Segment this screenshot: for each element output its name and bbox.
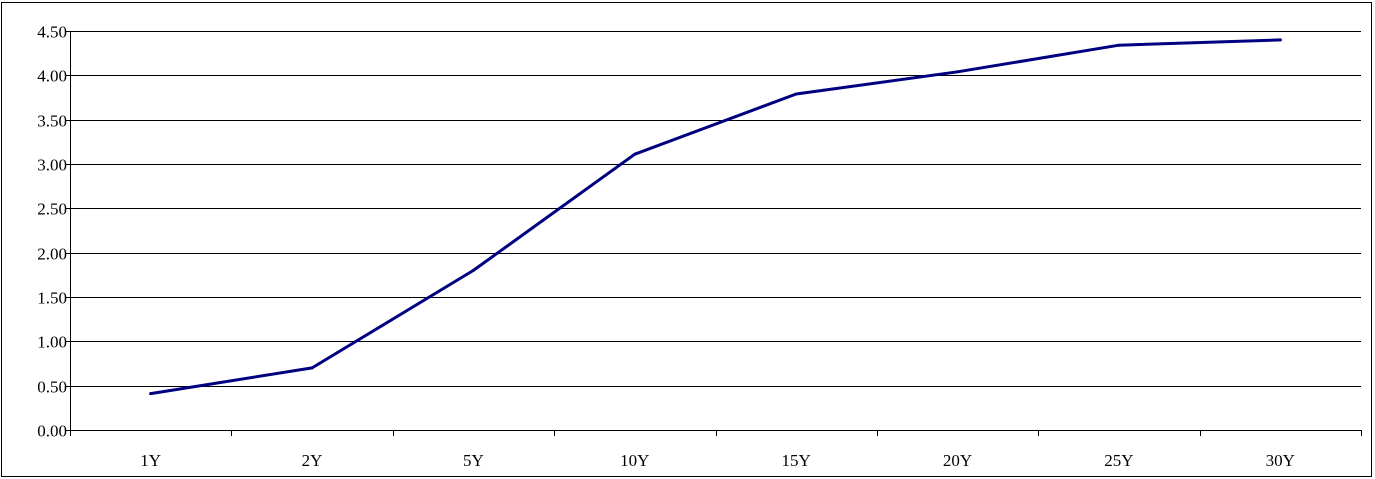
x-tick-label: 1Y — [140, 451, 161, 470]
y-tick-label: 0.50 — [37, 378, 67, 397]
series-line — [149, 38, 1282, 396]
data-point — [633, 152, 637, 156]
y-tick-label: 2.00 — [37, 245, 67, 264]
y-tick-label: 3.50 — [37, 112, 67, 131]
y-tick-label: 4.50 — [37, 23, 67, 42]
data-point — [794, 92, 798, 96]
y-tick-label: 1.50 — [37, 289, 67, 308]
data-point — [1278, 38, 1282, 42]
data-point — [149, 392, 153, 396]
x-tick-label: 10Y — [620, 451, 649, 470]
data-point — [1117, 43, 1121, 47]
x-tick-label: 5Y — [463, 451, 484, 470]
y-tick-label: 0.00 — [37, 422, 67, 441]
y-tick-label: 3.00 — [37, 156, 67, 175]
x-tick-label: 20Y — [943, 451, 972, 470]
data-point — [956, 70, 960, 74]
y-tick-label: 2.50 — [37, 200, 67, 219]
y-tick-label: 1.00 — [37, 333, 67, 352]
data-point — [471, 268, 475, 272]
data-point — [310, 366, 314, 370]
y-tick-label: 4.00 — [37, 67, 67, 86]
x-tick-label: 30Y — [1266, 451, 1295, 470]
x-tick-label: 2Y — [302, 451, 323, 470]
x-tick-label: 15Y — [782, 451, 811, 470]
x-tick-label: 25Y — [1104, 451, 1133, 470]
